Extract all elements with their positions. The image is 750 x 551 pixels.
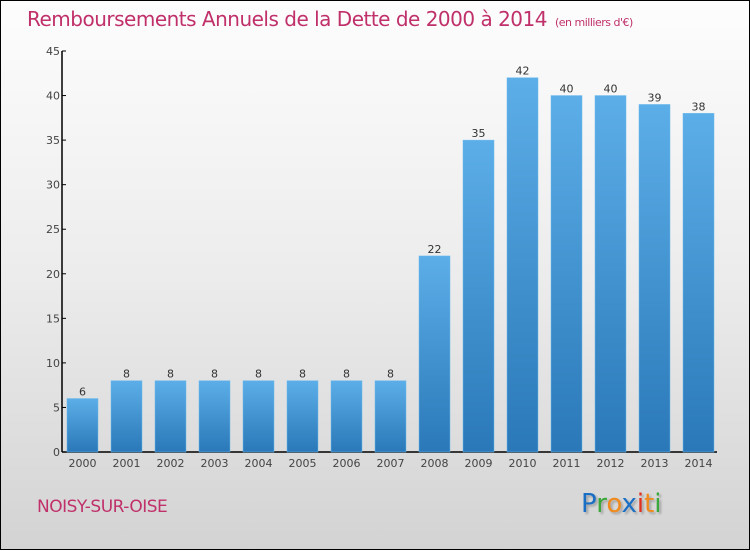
title-unit: (en milliers d'€) — [554, 16, 633, 29]
x-tick-label: 2013 — [641, 457, 669, 470]
y-tick-label: 0 — [53, 446, 60, 459]
bar-2010 — [506, 77, 539, 453]
logo-letter: P — [581, 489, 597, 519]
bar-2009 — [462, 139, 495, 453]
x-tick-label: 2001 — [113, 457, 141, 470]
logo-letter: t — [644, 489, 655, 519]
proxiti-logo: Proxiti — [581, 489, 662, 519]
x-tick-label: 2004 — [245, 457, 273, 470]
x-tick-label: 2008 — [421, 457, 449, 470]
y-tick-label: 35 — [46, 134, 60, 147]
x-tick-label: 2010 — [509, 457, 537, 470]
x-tick-label: 2006 — [333, 457, 361, 470]
bar-value-label: 8 — [167, 368, 174, 381]
bar-value-label: 35 — [472, 127, 486, 140]
x-tick-label: 2007 — [377, 457, 405, 470]
logo-letter: o — [606, 489, 622, 519]
title-text: Remboursements Annuels de la Dette de 20… — [27, 7, 547, 31]
bar-2008 — [418, 255, 451, 453]
bar-2013 — [638, 104, 671, 453]
bar-2007 — [374, 380, 407, 453]
bar-value-label: 8 — [387, 368, 394, 381]
bar-2003 — [198, 380, 231, 453]
logo-letter: i — [654, 489, 662, 519]
x-tick-label: 2014 — [685, 457, 713, 470]
chart-title: Remboursements Annuels de la Dette de 20… — [27, 7, 633, 31]
bar-2006 — [330, 380, 363, 453]
y-tick-label: 45 — [46, 45, 60, 58]
x-tick-label: 2012 — [597, 457, 625, 470]
logo-letter: r — [596, 489, 607, 519]
bar-2012 — [594, 95, 627, 453]
logo-letter: x — [621, 489, 637, 519]
bar-value-label: 40 — [560, 83, 574, 96]
bar-value-label: 8 — [211, 368, 218, 381]
y-tick-label: 20 — [46, 268, 60, 281]
bar-2004 — [242, 380, 275, 453]
bar-value-label: 8 — [343, 368, 350, 381]
bar-value-label: 8 — [123, 368, 130, 381]
bar-value-label: 38 — [692, 100, 706, 113]
bar-2001 — [110, 380, 143, 453]
y-tick-label: 25 — [46, 223, 60, 236]
x-tick-label: 2009 — [465, 457, 493, 470]
bar-2011 — [550, 95, 583, 453]
y-tick-label: 10 — [46, 357, 60, 370]
y-tick-label: 15 — [46, 312, 60, 325]
bar-value-label: 6 — [79, 386, 86, 399]
bar-value-label: 40 — [604, 83, 618, 96]
x-tick-label: 2000 — [69, 457, 97, 470]
x-tick-label: 2002 — [157, 457, 185, 470]
city-name: NOISY-SUR-OISE — [37, 497, 168, 517]
bar-2002 — [154, 380, 187, 453]
bar-value-label: 22 — [428, 243, 442, 256]
bar-2014 — [682, 113, 715, 453]
bar-value-label: 8 — [299, 368, 306, 381]
logo-letter: i — [636, 489, 645, 519]
x-tick-label: 2005 — [289, 457, 317, 470]
y-tick-label: 40 — [46, 90, 60, 103]
x-tick-label: 2011 — [553, 457, 581, 470]
y-tick-label: 30 — [46, 179, 60, 192]
bar-value-label: 8 — [255, 368, 262, 381]
bar-value-label: 39 — [648, 91, 662, 104]
y-tick-label: 5 — [53, 401, 60, 414]
bar-2000 — [66, 398, 99, 453]
x-tick-label: 2003 — [201, 457, 229, 470]
bar-value-label: 42 — [516, 65, 530, 78]
bar-2005 — [286, 380, 319, 453]
